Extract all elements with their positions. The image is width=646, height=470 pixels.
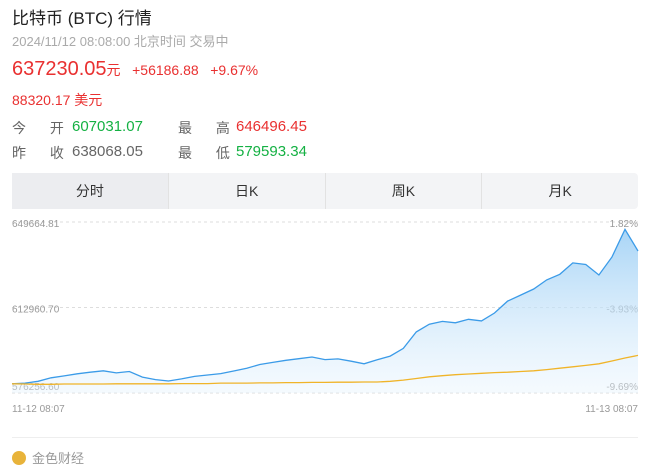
title: 比特币 (BTC) 行情 <box>12 9 152 28</box>
y2-tick-label: 1.82% <box>610 219 638 230</box>
stat-label: 最 高 <box>178 120 240 136</box>
stat-label: 最 低 <box>178 145 240 161</box>
stat: 昨 收 <box>12 143 74 163</box>
stat-label: 今 开 <box>12 120 74 136</box>
tab[interactable]: 日K <box>169 173 326 209</box>
stat: 最 低 <box>178 143 240 163</box>
usd-price: 88320.17 美元 <box>12 92 103 108</box>
y-tick-label: 612960.70 <box>12 305 60 316</box>
y-tick-label: 649664.81 <box>12 219 60 230</box>
source: 金色财经 <box>32 451 85 466</box>
x-tick-label: 11-13 08:07 <box>585 404 638 415</box>
price-line <box>11 228 639 385</box>
tab[interactable]: 周K <box>326 173 483 209</box>
unit: 元 <box>106 62 121 78</box>
stat: 今 开 <box>12 118 74 138</box>
stat-value: 607031.07 <box>72 118 143 135</box>
average-line <box>11 354 639 385</box>
timestamp: 2024/11/12 08:08:00 北京时间 交易中 <box>12 34 229 49</box>
stat-label: 昨 收 <box>12 145 74 161</box>
stat-value: 646496.45 <box>236 118 307 135</box>
stat: 最 高 <box>178 118 240 138</box>
price-area <box>12 229 638 393</box>
x-tick-label: 11-12 08:07 <box>12 404 65 415</box>
tab[interactable]: 分时 <box>12 173 169 209</box>
footer: 金色财经 <box>12 437 638 467</box>
change: +56186.88 <box>132 62 199 78</box>
logo <box>12 451 26 465</box>
chart: 576256.60612960.70649664.81-9.69%-3.93%1… <box>11 219 639 415</box>
price: 637230.05 <box>12 58 107 80</box>
stat-value: 579593.34 <box>236 143 307 160</box>
percent: +9.67% <box>210 62 259 78</box>
price-row: 637230.05元 +56186.88 +9.67% <box>12 58 258 81</box>
tab-bar: 分时 日K 周K 月K <box>12 173 638 209</box>
stat-value: 638068.05 <box>72 143 143 160</box>
tab[interactable]: 月K <box>548 183 572 199</box>
